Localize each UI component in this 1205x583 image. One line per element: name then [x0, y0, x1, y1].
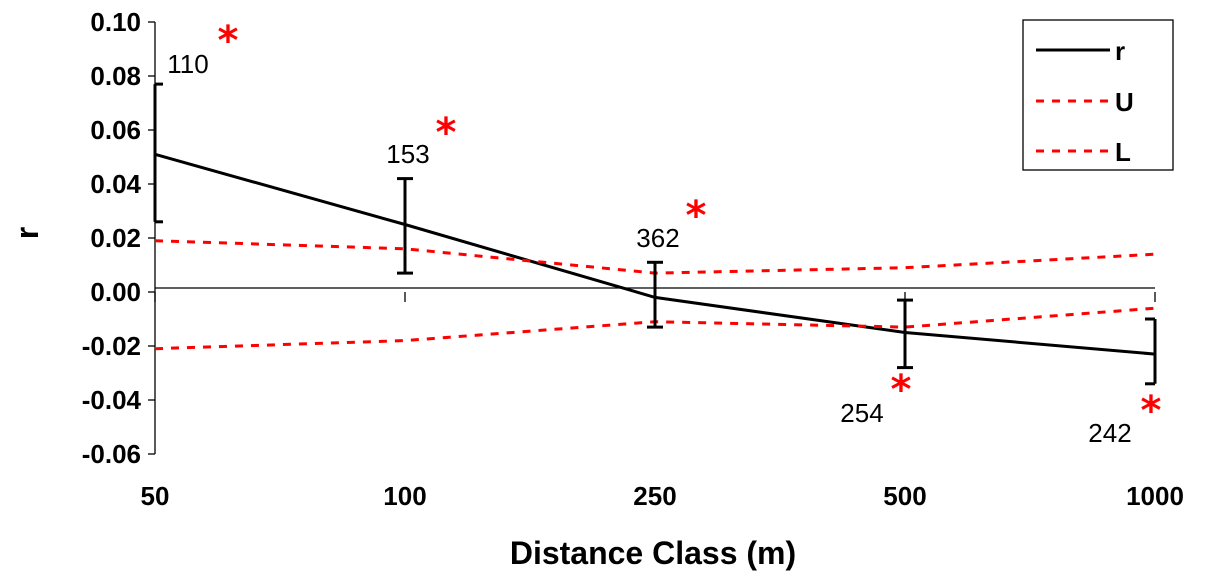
y-tick-label: -0.04 [82, 385, 142, 415]
significance-star: * [436, 110, 457, 156]
y-tick-label: 0.08 [90, 61, 141, 91]
y-tick-label: -0.02 [82, 331, 141, 361]
legend-label-l: L [1115, 137, 1131, 167]
sample-size-label: 362 [636, 223, 679, 253]
legend-label-u: U [1115, 87, 1134, 117]
x-tick-label: 100 [383, 481, 426, 511]
sample-size-label: 153 [386, 139, 429, 169]
y-tick-label: -0.06 [82, 439, 141, 469]
y-tick-label: 0.06 [90, 115, 141, 145]
x-tick-label: 1000 [1126, 481, 1184, 511]
legend: r U L [1022, 19, 1174, 171]
significance-star: * [218, 18, 239, 64]
y-ticks: 0.10 0.08 0.06 0.04 0.02 0.00 -0.02 -0.04 -0.06 [82, 7, 155, 469]
x-axis-title: Distance Class (m) [510, 535, 796, 571]
significance-star: * [686, 193, 707, 239]
x-tick-label: 500 [883, 481, 926, 511]
sample-size-label: 110 [167, 49, 208, 79]
y-tick-label: 0.04 [90, 169, 141, 199]
x-tick-label: 250 [633, 481, 676, 511]
significance-star: * [1141, 388, 1162, 434]
y-axis-title: r [9, 227, 45, 239]
significance-star: * [891, 367, 912, 413]
annotations: 110 *153 *362 *254 *242 * [167, 18, 1161, 448]
sample-size-label: 254 [840, 398, 883, 428]
y-tick-label: 0.02 [90, 223, 141, 253]
legend-box [1022, 19, 1174, 171]
y-tick-label: 0.00 [90, 277, 141, 307]
legend-label-r: r [1115, 36, 1125, 66]
sample-size-label: 242 [1088, 418, 1131, 448]
y-tick-label: 0.10 [90, 7, 141, 37]
x-tick-label: 50 [141, 481, 170, 511]
x-ticks: 50 100 250 500 1000 [141, 292, 1184, 511]
error-bars [153, 82, 1157, 386]
